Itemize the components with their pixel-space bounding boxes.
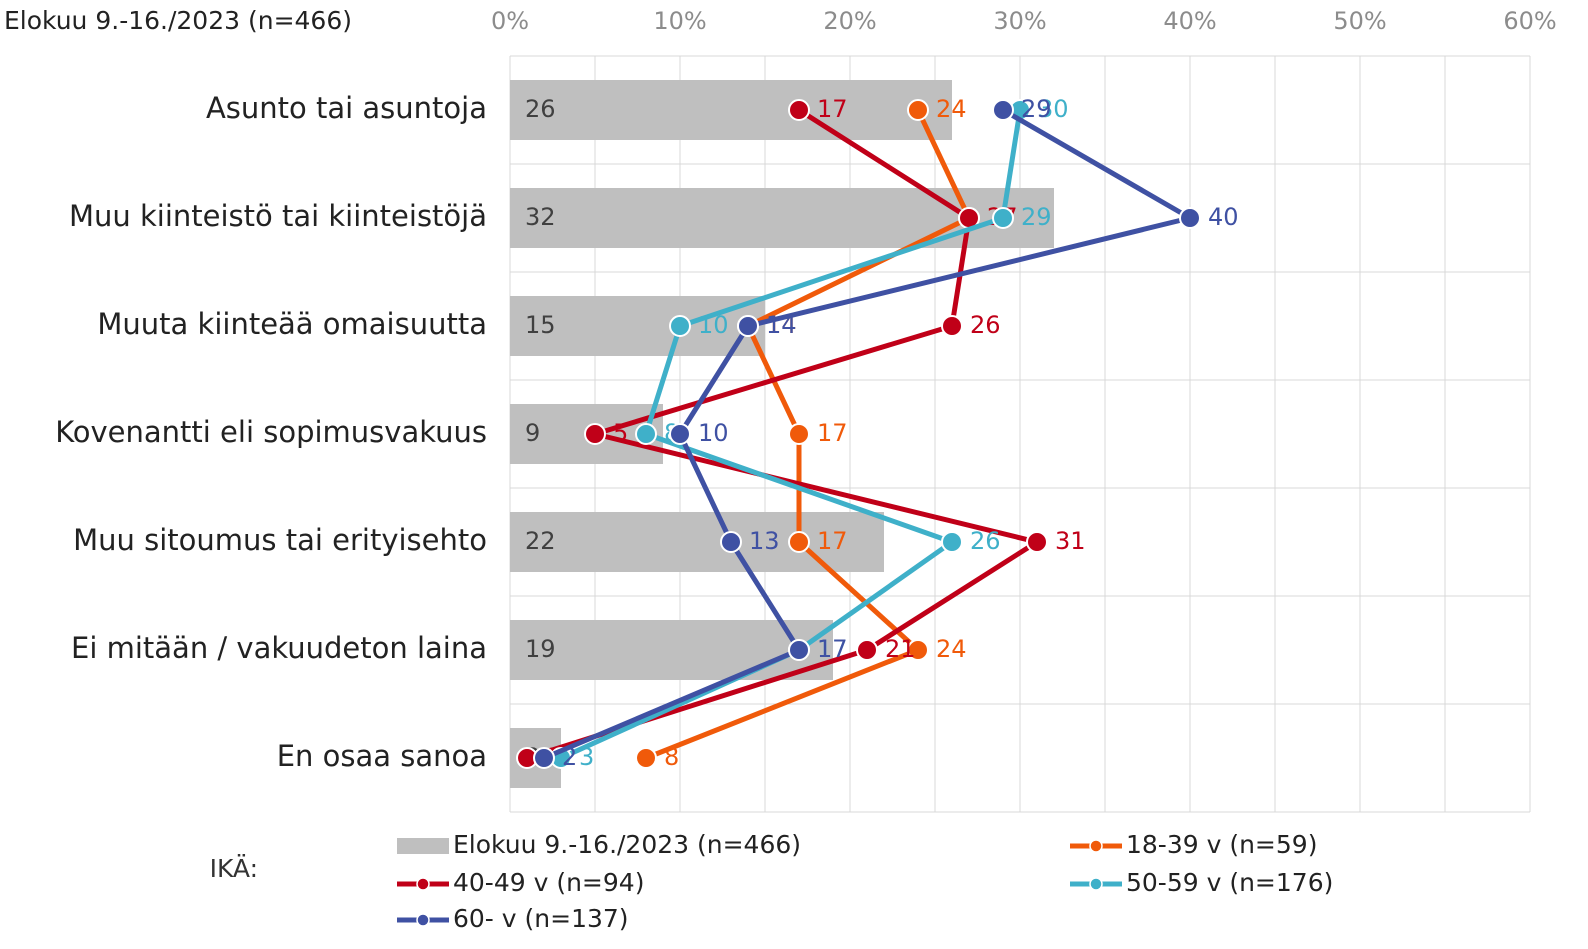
- marker: [907, 99, 929, 121]
- data-label: 5: [613, 419, 628, 447]
- bar-value-label: 15: [525, 311, 556, 339]
- legend-label: 40-49 v (n=94): [453, 868, 644, 897]
- marker: [669, 423, 691, 445]
- category-label: Kovenantti eli sopimusvakuus: [55, 415, 487, 449]
- legend-swatch: [416, 913, 430, 927]
- data-label: 10: [698, 419, 729, 447]
- x-tick-label: 10%: [653, 7, 706, 35]
- category-label: Muuta kiinteää omaisuutta: [97, 307, 487, 341]
- x-tick-label: 40%: [1163, 7, 1216, 35]
- marker: [788, 639, 810, 661]
- bar-value-label: 19: [525, 635, 556, 663]
- category-label: Asunto tai asuntoja: [206, 91, 487, 125]
- category-label: Muu sitoumus tai erityisehto: [73, 523, 487, 557]
- x-tick-label: 60%: [1503, 7, 1556, 35]
- data-label: 17: [817, 419, 848, 447]
- data-label: 10: [698, 311, 729, 339]
- marker: [1179, 207, 1201, 229]
- data-label: 29: [1021, 95, 1052, 123]
- category-label: Muu kiinteistö tai kiinteistöjä: [69, 199, 487, 233]
- data-label: 40: [1208, 203, 1239, 231]
- chart-title: Elokuu 9.-16./2023 (n=466): [4, 6, 352, 35]
- data-label: 24: [936, 635, 967, 663]
- marker: [635, 747, 657, 769]
- x-tick-label: 30%: [993, 7, 1046, 35]
- legend-label: 18-39 v (n=59): [1126, 830, 1317, 859]
- marker: [907, 639, 929, 661]
- legend-label: 60- v (n=137): [453, 904, 629, 933]
- data-label: 8: [664, 743, 679, 771]
- bar: [510, 80, 952, 140]
- category-label: En osaa sanoa: [277, 739, 487, 773]
- marker: [992, 207, 1014, 229]
- data-label: 21: [885, 635, 916, 663]
- category-label: Ei mitään / vakuudeton laina: [71, 631, 487, 665]
- x-tick-label: 20%: [823, 7, 876, 35]
- marker: [720, 531, 742, 553]
- marker: [788, 99, 810, 121]
- legend-swatch: [416, 877, 430, 891]
- marker: [941, 531, 963, 553]
- bar-value-label: 32: [525, 203, 556, 231]
- legend-swatch: [1089, 877, 1103, 891]
- data-label: 3: [579, 743, 594, 771]
- marker: [856, 639, 878, 661]
- marker: [941, 315, 963, 337]
- marker: [669, 315, 691, 337]
- legend-label: 50-59 v (n=176): [1126, 868, 1333, 897]
- data-label: 26: [970, 527, 1001, 555]
- legend-title: IKÄ:: [210, 854, 258, 883]
- marker: [788, 531, 810, 553]
- bar-value-label: 22: [525, 527, 556, 555]
- bar: [510, 620, 833, 680]
- data-label: 13: [749, 527, 780, 555]
- data-label: 30: [1038, 95, 1069, 123]
- data-label: 31: [1055, 527, 1086, 555]
- x-tick-label: 50%: [1333, 7, 1386, 35]
- legend-label: Elokuu 9.-16./2023 (n=466): [453, 830, 801, 859]
- marker: [992, 99, 1014, 121]
- data-label: 14: [766, 311, 797, 339]
- data-label: 24: [936, 95, 967, 123]
- data-label: 17: [817, 635, 848, 663]
- legend-swatch: [1089, 839, 1103, 853]
- bar-value-label: 9: [525, 419, 540, 447]
- bar-value-label: 26: [525, 95, 556, 123]
- data-label: 29: [1021, 203, 1052, 231]
- x-tick-label: 0%: [491, 7, 529, 35]
- data-label: 17: [817, 95, 848, 123]
- marker: [533, 747, 555, 769]
- legend-swatch: [397, 838, 449, 854]
- marker: [737, 315, 759, 337]
- data-label: 17: [817, 635, 848, 663]
- data-label: 2: [562, 743, 577, 771]
- data-label: 26: [970, 311, 1001, 339]
- bar: [510, 296, 765, 356]
- marker: [635, 423, 657, 445]
- marker: [788, 423, 810, 445]
- data-label: 17: [817, 527, 848, 555]
- marker: [584, 423, 606, 445]
- marker: [1026, 531, 1048, 553]
